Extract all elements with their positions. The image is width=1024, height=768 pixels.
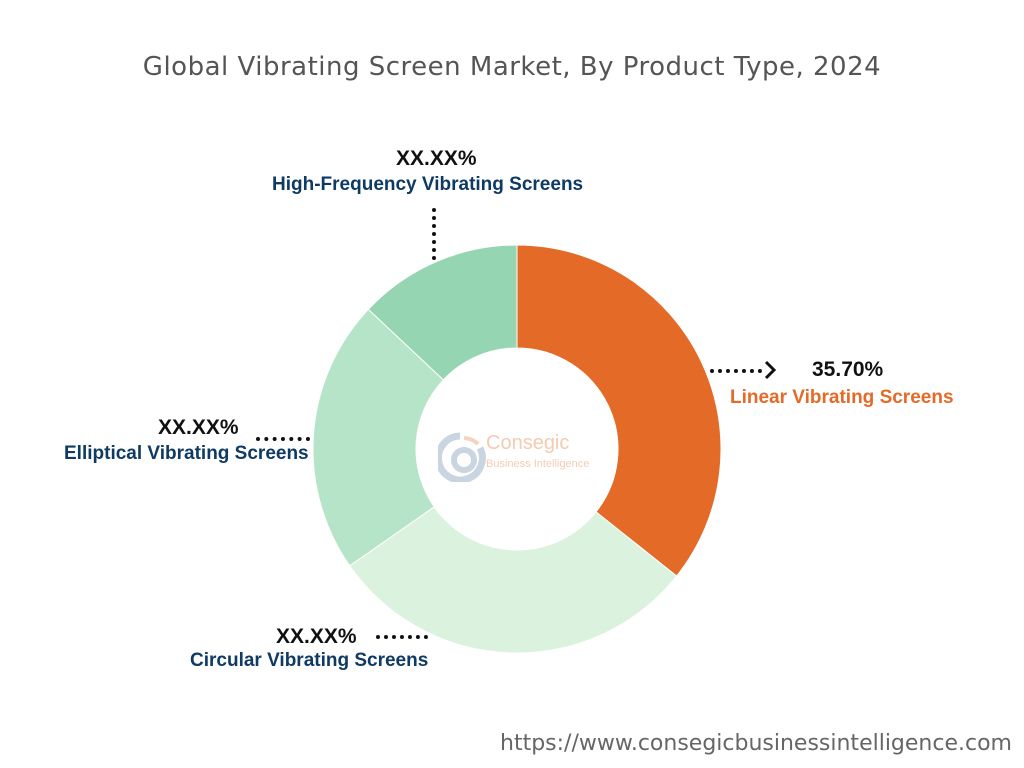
chart-title: Global Vibrating Screen Market, By Produ… — [142, 52, 882, 82]
leader-line-circular — [376, 635, 428, 639]
leader-line-elliptical — [256, 437, 310, 441]
slice-name-circular: Circular Vibrating Screens — [190, 650, 429, 671]
data-label-elliptical: XX.XX% — [158, 416, 239, 439]
slice-linear-vibrating-screens — [516, 244, 722, 577]
logo-text: Consegic — [486, 432, 570, 454]
leader-line-linear — [710, 369, 762, 373]
slice-name-linear: Linear Vibrating Screens — [730, 387, 954, 408]
consegic-logo: Consegic Business Intelligence — [434, 430, 589, 486]
data-label-circular: XX.XX% — [276, 625, 357, 648]
data-label-linear: 35.70% — [812, 358, 884, 381]
arrow-icon — [764, 360, 777, 380]
leader-line-high-frequency — [432, 208, 436, 260]
slice-circular-vibrating-screens — [349, 506, 678, 654]
logo-subtext: Business Intelligence — [486, 458, 590, 470]
data-label-high-frequency: XX.XX% — [396, 147, 477, 170]
slice-high-frequency-vibrating-screens — [367, 244, 518, 381]
slice-elliptical-vibrating-screens — [312, 308, 445, 567]
footer-url: https://www.consegicbusinessintelligence… — [500, 731, 1012, 756]
slice-name-high-frequency: High-Frequency Vibrating Screens — [272, 174, 584, 195]
slice-name-elliptical: Elliptical Vibrating Screens — [64, 443, 309, 464]
